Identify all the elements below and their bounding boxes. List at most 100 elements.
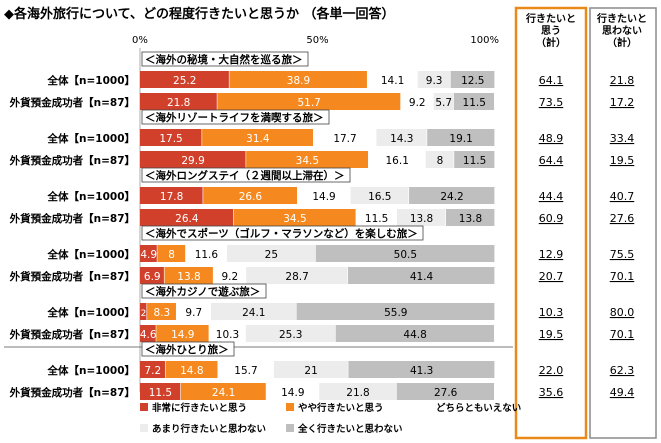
bar-segment <box>140 209 234 226</box>
data-label: 4.9 <box>140 249 157 261</box>
data-label: 14.1 <box>381 75 404 87</box>
want-total-value: 48.9 <box>539 132 564 145</box>
not-want-total-value: 27.6 <box>610 212 635 225</box>
data-label: 9.2 <box>409 97 426 109</box>
data-label: 9.2 <box>221 271 238 283</box>
not-want-total-header: 思わない <box>602 25 642 37</box>
data-label: 2 <box>141 309 147 319</box>
bar-segment <box>140 361 165 378</box>
data-label: 31.4 <box>246 133 270 145</box>
row-label: 全体【n=1000】 <box>47 364 136 377</box>
want-total-value: 19.5 <box>539 328 564 341</box>
want-total-value: 73.5 <box>539 96 564 109</box>
bar-segment <box>211 303 296 320</box>
bar-segment <box>396 383 495 400</box>
bar-segment <box>147 303 176 320</box>
want-total-value: 64.1 <box>539 74 564 87</box>
bar-segment <box>203 187 298 204</box>
bar-segment <box>433 93 454 110</box>
legend-swatch <box>286 424 294 432</box>
not-want-total-header: 行きたいと <box>596 12 647 25</box>
row-label: 外貨預金成功者【n=87】 <box>9 96 135 109</box>
want-total-value: 60.9 <box>539 212 564 225</box>
bar-segment <box>246 151 369 168</box>
group-title: ＜海外でスポーツ（ゴルフ・マラソンなど）を楽しむ旅＞ <box>145 227 418 240</box>
want-total-box <box>514 6 588 440</box>
data-label: 28.7 <box>285 271 308 283</box>
data-label: 50.5 <box>394 249 417 261</box>
row-label: 全体【n=1000】 <box>47 74 136 87</box>
bar-segment <box>140 71 229 88</box>
row-label: 全体【n=1000】 <box>47 190 136 203</box>
legend-item: あまり行きたいと思わない <box>140 423 266 435</box>
want-total-value: 44.4 <box>539 190 564 203</box>
data-label: 19.1 <box>449 133 472 145</box>
bar-segment <box>218 361 274 378</box>
bar-segment <box>229 71 367 88</box>
data-label: 11.5 <box>463 97 486 109</box>
row-label: 全体【n=1000】 <box>47 132 136 145</box>
x-tick-label: 50% <box>306 35 328 46</box>
not-want-total-box <box>589 7 657 439</box>
data-label: 8 <box>168 249 175 261</box>
bar-segment <box>335 325 495 342</box>
group-title: ＜海外リゾートライフを満喫する旅＞ <box>145 111 324 124</box>
legend-swatch <box>140 403 148 411</box>
bar-row: 全体【n=1000】 7.2 14.8 15.7 21 41.3 22.0 62.3 <box>47 361 635 378</box>
bar-segment <box>425 151 454 168</box>
bar-segment <box>209 325 246 342</box>
bar-row: 外貨預金成功者【n=87】 4.6 14.9 10.3 25.3 44.8 19.5 70.1 <box>9 325 634 342</box>
bar-group: ＜海外カジノで遊ぶ旅＞ 全体【n=1000】 2 8.3 9.7 24.1 55.9 10.3… <box>9 283 634 342</box>
bar-group: ＜海外でスポーツ（ゴルフ・マラソンなど）を楽しむ旅＞ 全体【n=1000】 4.9 8… <box>9 225 634 284</box>
data-label: 14.3 <box>390 133 413 145</box>
not-want-total-value: 17.2 <box>610 96 635 109</box>
legend-swatch <box>286 403 294 411</box>
bar-segment <box>157 245 186 262</box>
bar-segment <box>427 129 495 146</box>
row-label: 外貨預金成功者【n=87】 <box>9 212 135 225</box>
want-total-value: 20.7 <box>539 270 564 283</box>
data-label: 25 <box>265 249 278 261</box>
legend-label: やや行きたいと思う <box>298 402 384 414</box>
bar-segment <box>213 267 246 284</box>
bar-segment <box>140 129 202 146</box>
row-label: 外貨預金成功者【n=87】 <box>9 386 135 399</box>
data-label: 14.9 <box>281 387 304 399</box>
bar-segment <box>140 325 156 342</box>
legend-item: やや行きたいと思う <box>286 402 384 414</box>
data-label: 9.7 <box>185 307 202 319</box>
bar-segment <box>140 245 157 262</box>
data-label: 44.8 <box>403 329 426 341</box>
want-total-value: 22.0 <box>539 364 564 377</box>
data-label: 17.5 <box>159 133 182 145</box>
bar-segment <box>319 383 397 400</box>
data-label: 14.8 <box>180 365 203 377</box>
total-column-headers: 行きたいと思う（計）行きたいと思わない（計） <box>525 12 647 49</box>
row-label: 全体【n=1000】 <box>47 306 136 319</box>
bar-segment <box>164 267 213 284</box>
bar-groups: ＜海外の秘境・大自然を巡る旅＞ 全体【n=1000】 25.2 38.9 14.1 9.3… <box>9 51 635 400</box>
not-want-total-value: 49.4 <box>610 386 635 399</box>
bar-segment <box>376 129 427 146</box>
not-want-total-value: 62.3 <box>610 364 635 377</box>
bar-segment <box>140 93 217 110</box>
bar-segment <box>233 209 356 226</box>
data-label: 29.9 <box>181 155 204 167</box>
bar-segment <box>185 245 227 262</box>
bar-segment <box>245 325 336 342</box>
data-label: 13.8 <box>177 271 200 283</box>
bar-row: 外貨預金成功者【n=87】 11.5 24.1 14.9 21.8 27.6 35.6 49.… <box>9 383 635 400</box>
data-label: 8 <box>437 155 444 167</box>
group-title-box <box>141 51 309 67</box>
data-label: 34.5 <box>296 155 319 167</box>
bar-row: 外貨預金成功者【n=87】 6.9 13.8 9.2 28.7 41.4 20.7 70.1 <box>9 267 634 284</box>
legend-item: 全く行きたいと思わない <box>286 423 403 435</box>
bar-segment <box>140 303 147 320</box>
bar-segment <box>297 187 350 204</box>
data-label: 21 <box>304 365 317 377</box>
x-tick-label: 0% <box>132 35 148 46</box>
bar-group: ＜海外ロングステイ（２週間以上滞在）＞ 全体【n=1000】 17.8 26.6 14.… <box>9 167 635 226</box>
legend-item: 非常に行きたいと思う <box>140 402 247 414</box>
data-label: 7.2 <box>144 365 161 377</box>
bar-row: 全体【n=1000】 2 8.3 9.7 24.1 55.9 10.3 80.0 <box>47 303 634 320</box>
